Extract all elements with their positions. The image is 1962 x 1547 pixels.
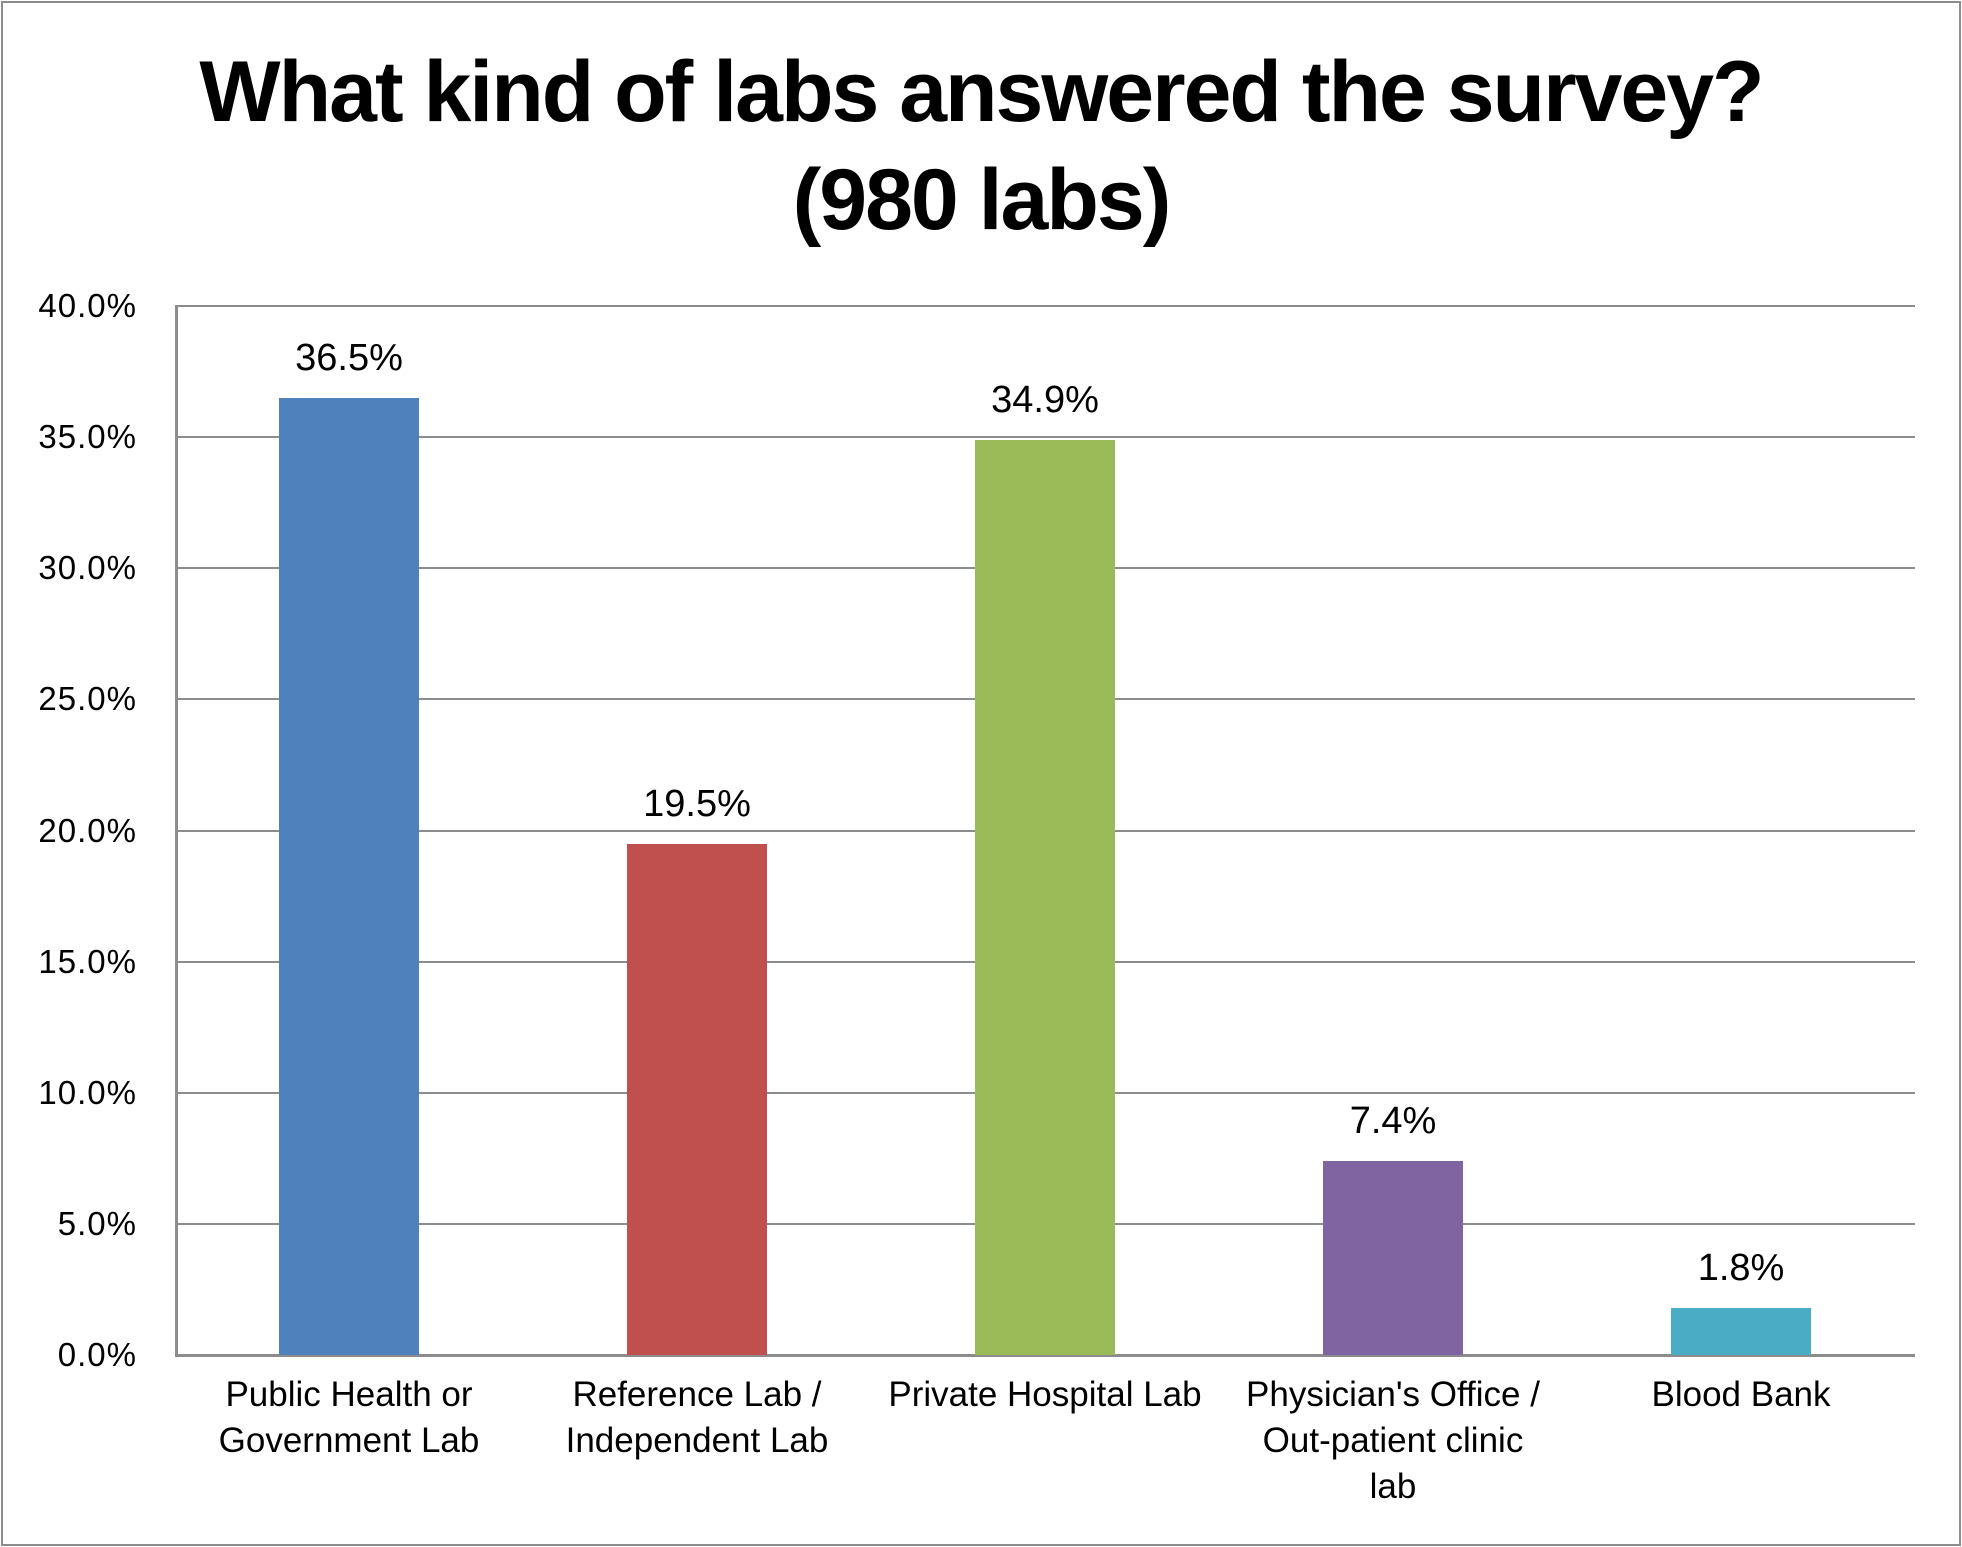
bar [975, 439, 1115, 1355]
y-tick-label: 10.0% [38, 1073, 137, 1111]
data-label: 36.5% [295, 336, 403, 379]
x-tick-label: Blood Bank [1571, 1372, 1911, 1418]
x-tick-label: Physician's Office / Out-patient clinic la… [1223, 1372, 1563, 1510]
x-tick-label-line: Out-patient clinic [1262, 1421, 1524, 1460]
x-tick-label: Reference Lab / Independent Lab [527, 1372, 867, 1464]
x-tick-label-line: Public Health or [225, 1375, 473, 1414]
y-tick-label: 5.0% [57, 1204, 137, 1242]
data-label: 19.5% [643, 782, 751, 825]
gridline [175, 305, 1915, 307]
bar [1671, 1307, 1811, 1355]
x-tick-label-line: lab [1369, 1467, 1417, 1506]
y-tick-label: 20.0% [38, 811, 137, 849]
x-tick-label-line: Reference Lab / [572, 1375, 822, 1414]
plot-area: 36.5% 19.5% 34.9% 7.4% 1.8% [175, 305, 1915, 1357]
bar [627, 843, 767, 1355]
chart-title-line1: What kind of labs answered the survey? [199, 44, 1764, 140]
gridline [175, 436, 1915, 439]
x-tick-label-line: Physician's Office / [1246, 1375, 1540, 1414]
x-tick-label-line: Blood Bank [1651, 1375, 1831, 1414]
data-label: 7.4% [1349, 1099, 1437, 1142]
data-label: 1.8% [1697, 1246, 1785, 1289]
x-tick-label: Private Hospital Lab [875, 1372, 1215, 1418]
bar [279, 397, 419, 1355]
y-tick-label: 15.0% [38, 942, 137, 980]
y-tick-label: 35.0% [38, 418, 137, 456]
x-tick-label-line: Government Lab [218, 1421, 480, 1460]
chart-title: What kind of labs answered the survey? (… [0, 38, 1962, 254]
bar [1323, 1160, 1463, 1355]
y-tick-label: 0.0% [57, 1336, 137, 1373]
x-axis-line [175, 1354, 1915, 1357]
y-axis-line [175, 306, 178, 1357]
chart-title-line2: (980 labs) [792, 152, 1172, 248]
data-label: 34.9% [991, 378, 1099, 421]
x-tick-label-line: Independent Lab [565, 1421, 829, 1460]
y-tick-label: 40.0% [38, 287, 137, 324]
y-tick-label: 30.0% [38, 549, 137, 587]
y-tick-label: 25.0% [38, 680, 137, 718]
x-tick-label-line: Private Hospital Lab [888, 1375, 1202, 1414]
x-tick-label: Public Health or Government Lab [179, 1372, 519, 1464]
